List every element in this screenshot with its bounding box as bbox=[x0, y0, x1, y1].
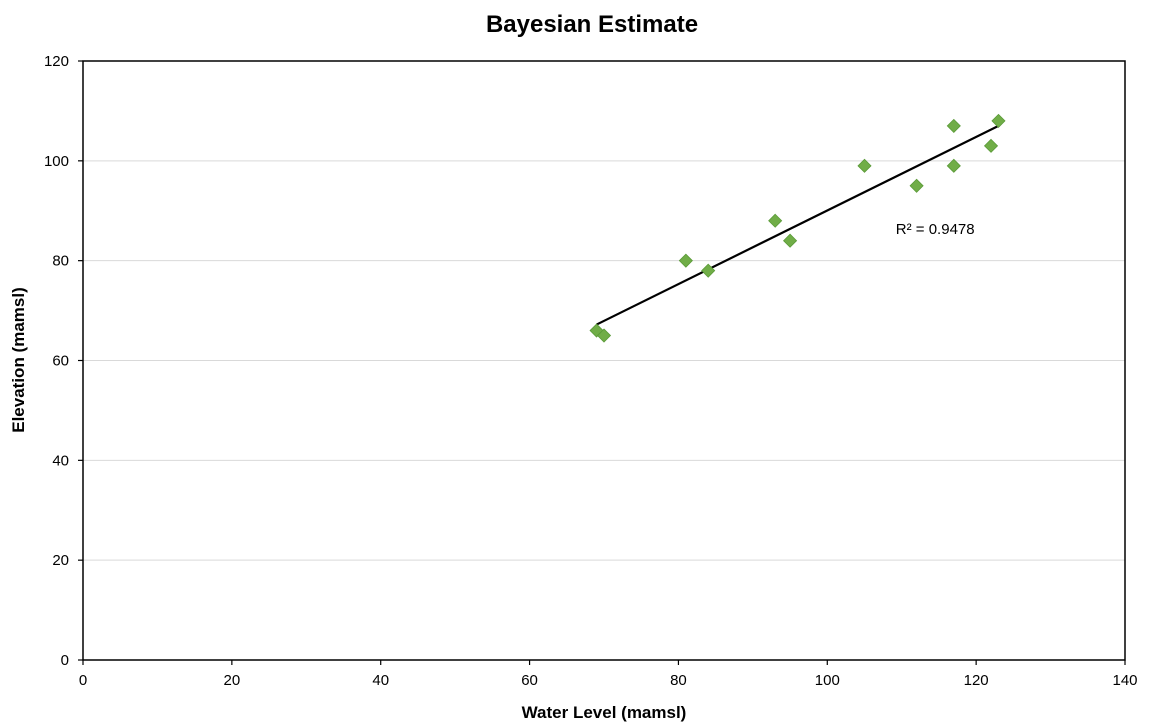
data-point bbox=[678, 253, 693, 268]
data-point bbox=[783, 233, 798, 248]
y-tick-label: 20 bbox=[52, 552, 69, 569]
x-tick-label: 60 bbox=[521, 672, 538, 689]
trendline bbox=[596, 124, 999, 326]
x-tick-label: 100 bbox=[815, 672, 840, 689]
y-tick-label: 100 bbox=[44, 153, 69, 170]
y-axis-ticks: 0 20 40 60 80 100 120 bbox=[44, 53, 83, 669]
data-point bbox=[909, 178, 924, 193]
x-tick-label: 140 bbox=[1112, 672, 1137, 689]
trendline-layer bbox=[596, 124, 999, 326]
annotations: R² = 0.9478 bbox=[896, 221, 975, 238]
data-points bbox=[589, 113, 1006, 343]
r-squared-annotation: R² = 0.9478 bbox=[896, 221, 975, 238]
data-point bbox=[701, 263, 716, 278]
x-tick-label: 40 bbox=[372, 672, 389, 689]
data-point bbox=[768, 213, 783, 228]
x-axis-ticks: 0 20 40 60 80 100 120 140 bbox=[79, 660, 1138, 689]
gridlines bbox=[83, 160, 1125, 561]
y-tick-label: 40 bbox=[52, 452, 69, 469]
chart-title: Bayesian Estimate bbox=[486, 11, 698, 38]
data-point bbox=[991, 113, 1006, 128]
data-point bbox=[857, 158, 872, 173]
y-tick-label: 120 bbox=[44, 53, 69, 70]
x-tick-label: 120 bbox=[964, 672, 989, 689]
data-point bbox=[983, 138, 999, 153]
x-tick-label: 80 bbox=[670, 672, 687, 689]
data-point bbox=[946, 118, 961, 133]
y-tick-label: 0 bbox=[61, 652, 69, 669]
x-tick-label: 0 bbox=[79, 672, 87, 689]
y-tick-label: 80 bbox=[52, 253, 69, 270]
y-axis-label: Elevation (mamsl) bbox=[9, 287, 28, 433]
x-tick-label: 20 bbox=[224, 672, 241, 689]
data-point bbox=[596, 328, 612, 343]
x-axis-label: Water Level (mamsl) bbox=[522, 703, 687, 722]
y-tick-label: 60 bbox=[52, 353, 69, 370]
data-point bbox=[946, 158, 961, 173]
